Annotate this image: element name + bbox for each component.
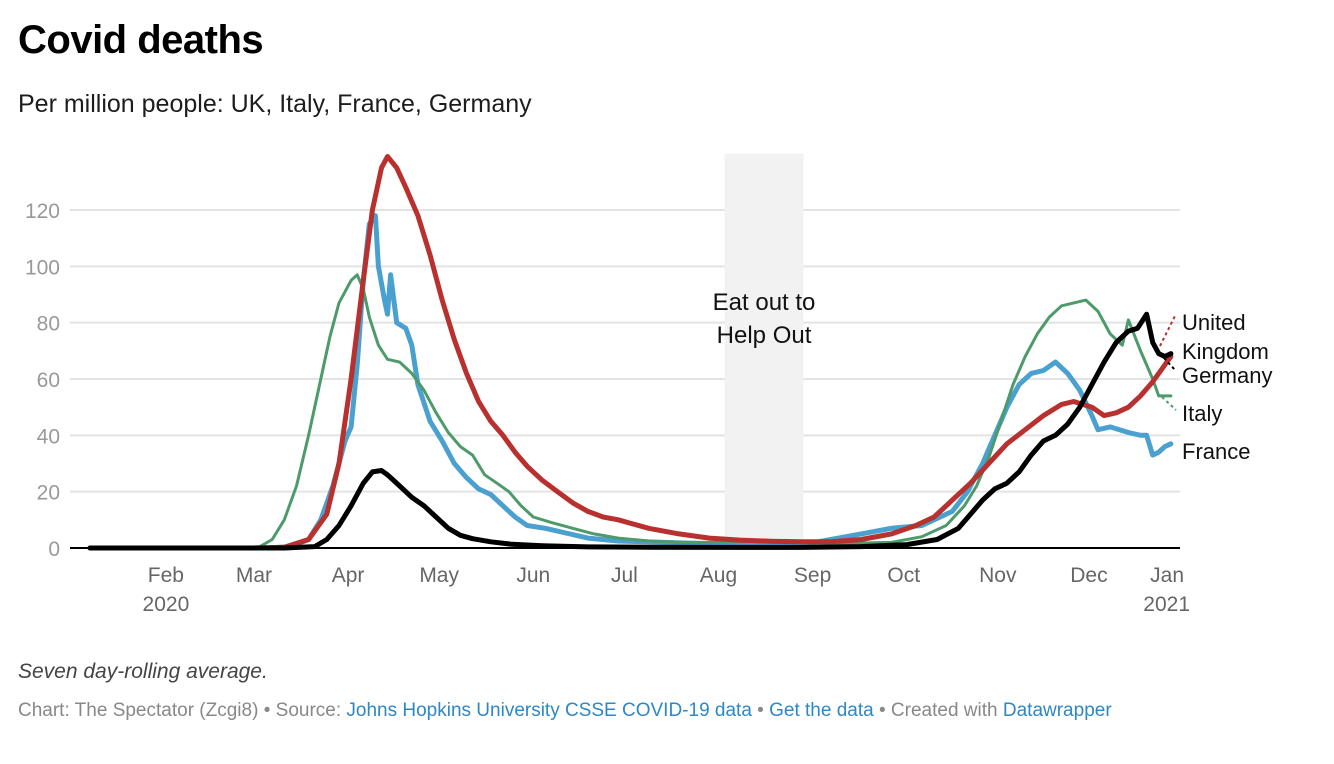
x-tick-label: Aug [700, 564, 737, 587]
x-tick-label: Jun [516, 564, 550, 587]
series-label-italy: Italy [1182, 401, 1222, 426]
x-tick-label: Jul [611, 564, 638, 587]
x-tick-label: Jan [1150, 564, 1184, 587]
separator: • [873, 700, 891, 721]
annotation-band [724, 153, 804, 548]
series-label-france: France [1182, 439, 1250, 464]
y-tick-label: 20 [37, 482, 60, 505]
x-tick-label: May [419, 564, 459, 587]
annotation-label: Eat out to [713, 289, 816, 316]
x-tick-year-label: 2021 [1143, 593, 1190, 616]
series-label-united-kingdom: Kingdom [1182, 339, 1269, 364]
separator: • [258, 700, 276, 721]
chart-credit: Chart: The Spectator (Zcgi8) [18, 700, 259, 721]
created-prefix: Created with [890, 700, 1003, 721]
x-tick-label: Nov [979, 564, 1017, 587]
y-tick-label: 40 [37, 425, 60, 448]
chart-note: Seven day-rolling average. [18, 660, 268, 683]
series-line-italy [88, 273, 1173, 550]
y-tick-label: 0 [48, 538, 60, 561]
y-tick-label: 60 [37, 369, 60, 392]
axes: 0 20 40 60 80 100 120 Feb 2020 Mar Apr May Jun Jul Aug… [25, 200, 1190, 616]
chart-title: Covid deaths [18, 18, 264, 62]
annotation-label: Help Out [717, 322, 812, 349]
series-label-germany: Germany [1182, 363, 1272, 388]
eat-out-annotation: Eat out to Help Out [713, 153, 816, 548]
label-leader-line [1161, 396, 1177, 411]
x-tick-label: Apr [332, 564, 365, 587]
x-tick-label: Dec [1070, 564, 1107, 587]
label-leader-line [1163, 357, 1176, 371]
x-tick-label: Feb [148, 564, 184, 587]
source-link[interactable]: Johns Hopkins University CSSE COVID-19 d… [346, 700, 752, 721]
y-tick-label: 100 [25, 256, 60, 279]
series-line-germany [87, 311, 1174, 551]
label-leader-line [1159, 313, 1177, 347]
series-label-united-kingdom: United [1182, 310, 1246, 335]
source-prefix: Source: [275, 700, 347, 721]
y-tick-label: 120 [25, 200, 60, 223]
line-chart: Eat out to Help Out 0 20 40 60 80 100 120 Feb 202… [25, 153, 1272, 616]
series-lines [87, 154, 1174, 551]
series-line-united-kingdom [87, 154, 1174, 551]
datawrapper-link[interactable]: Datawrapper [1002, 700, 1112, 721]
gridlines [70, 209, 1180, 493]
x-tick-year-label: 2020 [143, 593, 190, 616]
x-tick-label: Sep [794, 564, 831, 587]
separator: • [751, 700, 770, 721]
chart-footer: Chart: The Spectator (Zcgi8) • Source: J… [18, 700, 1112, 722]
x-tick-label: Mar [236, 564, 272, 587]
chart-subtitle: Per million people: UK, Italy, France, G… [18, 90, 532, 118]
get-data-link[interactable]: Get the data [769, 700, 874, 721]
y-tick-label: 80 [37, 313, 60, 336]
x-tick-label: Oct [887, 564, 920, 587]
